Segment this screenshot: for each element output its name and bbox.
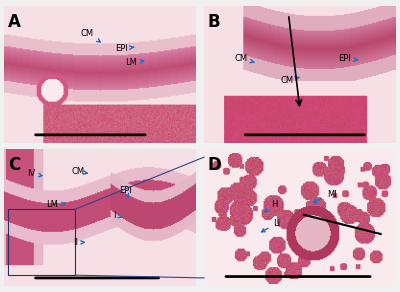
Text: EPI: EPI xyxy=(115,44,134,53)
Text: B: B xyxy=(208,13,220,31)
Bar xyxy=(8,209,75,275)
Text: II: II xyxy=(73,238,84,247)
Text: CM: CM xyxy=(81,29,100,42)
Text: H: H xyxy=(265,199,278,212)
Text: I: I xyxy=(114,211,122,220)
Text: LM: LM xyxy=(125,58,144,67)
Text: C: C xyxy=(8,156,20,174)
Text: MI: MI xyxy=(314,190,337,202)
Text: IV: IV xyxy=(27,169,42,178)
Text: EPI: EPI xyxy=(338,54,357,63)
Text: A: A xyxy=(8,13,21,31)
Text: D: D xyxy=(208,156,222,174)
Text: CM: CM xyxy=(71,167,88,175)
Text: LM: LM xyxy=(46,199,65,208)
Text: EPI: EPI xyxy=(119,186,132,198)
Text: CM: CM xyxy=(281,76,300,85)
Text: CM: CM xyxy=(235,54,254,63)
Text: LI: LI xyxy=(262,219,280,232)
